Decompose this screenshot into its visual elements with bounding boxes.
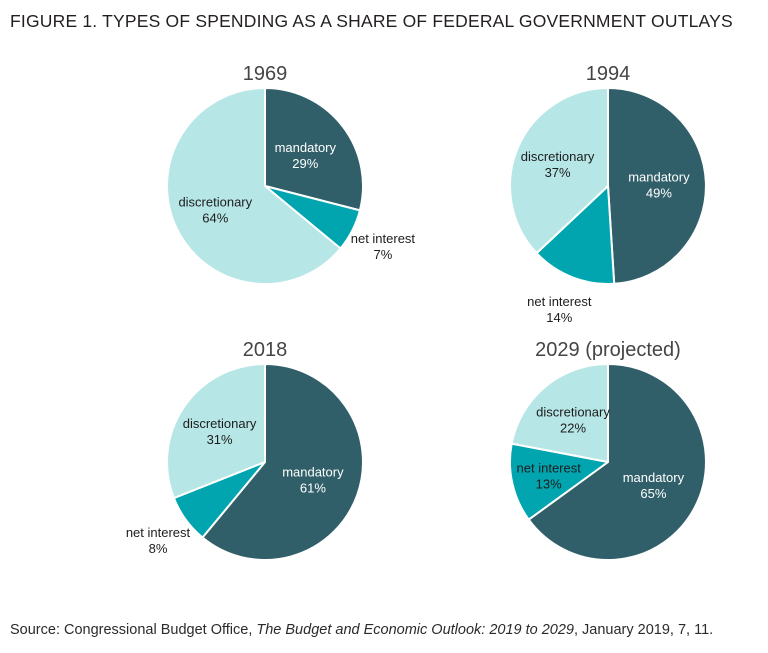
pie-slice-1969-discretionary xyxy=(166,87,342,285)
slice-label-2029-projected--mandatory: mandatory 65% xyxy=(623,470,685,501)
slice-label-1969-mandatory: mandatory 29% xyxy=(275,140,337,171)
chart-year-title-1969: 1969 xyxy=(243,63,288,85)
slice-label-2029-projected--discretionary: discretionary 22% xyxy=(536,405,610,436)
slice-label-2018-discretionary: discretionary 31% xyxy=(183,416,257,447)
pie-slice-2029-projected--discretionary xyxy=(510,363,609,463)
source-prefix: Source: Congressional Budget Office, xyxy=(10,622,257,638)
pie-charts-canvas: 1969 mandatory 29% net interest 7% discretion… xyxy=(126,63,707,561)
chart-year-title-2018: 2018 xyxy=(243,339,288,361)
pie-chart-2018: 2018 mandatory 61% net interest 8% discretion… xyxy=(126,339,364,561)
slice-label-1969-discretionary: discretionary 64% xyxy=(178,194,252,225)
pie-slice-2029-projected--net-interest xyxy=(508,442,609,521)
slice-label-2018-mandatory: mandatory 61% xyxy=(282,464,344,495)
chart-year-title-1994: 1994 xyxy=(586,63,631,85)
pie-slice-1994-net-interest xyxy=(535,185,616,285)
pie-slice-1994-discretionary xyxy=(509,87,609,255)
slice-label-2018-net-interest: net interest 8% xyxy=(126,525,191,556)
slice-label-1994-net-interest: net interest 14% xyxy=(527,294,592,325)
slice-label-1969-net-interest: net interest 7% xyxy=(351,231,416,262)
source-line: Source: Congressional Budget Office, The… xyxy=(10,622,713,638)
pie-chart-2029-projected-: 2029 (projected) mandatory 65% net interest… xyxy=(508,339,707,561)
slice-label-1994-mandatory: mandatory 49% xyxy=(628,169,690,200)
pie-slice-2018-discretionary xyxy=(166,363,266,500)
pie-slice-1994-mandatory xyxy=(607,87,707,285)
source-italic-title: The Budget and Economic Outlook: 2019 to… xyxy=(256,622,574,638)
pie-chart-1994: 1994 mandatory 49% net interest 14% discretio… xyxy=(509,63,707,325)
slice-label-2029-projected--net-interest: net interest 13% xyxy=(517,460,582,491)
figure-title: FIGURE 1. TYPES OF SPENDING AS A SHARE O… xyxy=(10,11,733,31)
source-suffix: , January 2019, 7, 11. xyxy=(573,622,714,638)
pie-chart-1969: 1969 mandatory 29% net interest 7% discretion… xyxy=(166,63,416,285)
pie-slice-2029-projected--mandatory xyxy=(527,363,707,561)
chart-year-title-2029-projected-: 2029 (projected) xyxy=(535,339,681,361)
slice-label-1994-discretionary: discretionary 37% xyxy=(521,149,595,180)
pie-slice-1969-mandatory xyxy=(264,87,364,212)
pie-slice-2018-mandatory xyxy=(201,363,364,561)
